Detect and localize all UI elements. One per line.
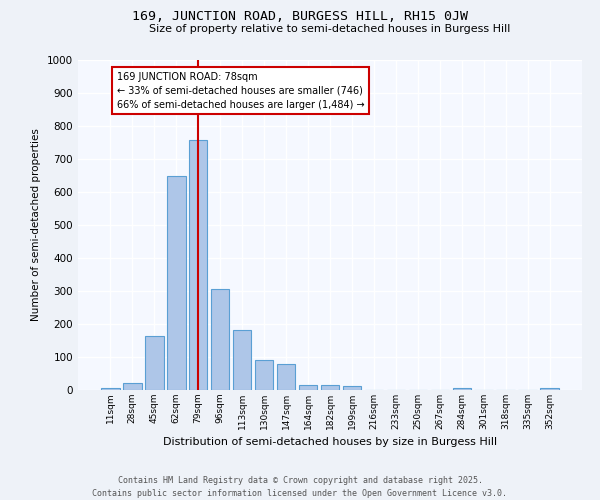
Bar [211,290,229,390]
Bar [343,386,361,390]
Bar [233,330,251,390]
Y-axis label: Number of semi-detached properties: Number of semi-detached properties [31,128,41,322]
Bar [299,385,317,390]
Bar [277,364,295,390]
Text: 169 JUNCTION ROAD: 78sqm
← 33% of semi-detached houses are smaller (746)
66% of : 169 JUNCTION ROAD: 78sqm ← 33% of semi-d… [117,72,364,110]
Text: 169, JUNCTION ROAD, BURGESS HILL, RH15 0JW: 169, JUNCTION ROAD, BURGESS HILL, RH15 0… [132,10,468,23]
Text: Contains HM Land Registry data © Crown copyright and database right 2025.
Contai: Contains HM Land Registry data © Crown c… [92,476,508,498]
Bar [189,140,208,390]
Bar [320,386,340,390]
Bar [541,388,559,390]
Bar [145,336,164,390]
Bar [123,382,142,390]
Title: Size of property relative to semi-detached houses in Burgess Hill: Size of property relative to semi-detach… [149,24,511,34]
Bar [255,360,274,390]
Bar [452,388,471,390]
X-axis label: Distribution of semi-detached houses by size in Burgess Hill: Distribution of semi-detached houses by … [163,438,497,448]
Bar [101,388,119,390]
Bar [167,176,185,390]
